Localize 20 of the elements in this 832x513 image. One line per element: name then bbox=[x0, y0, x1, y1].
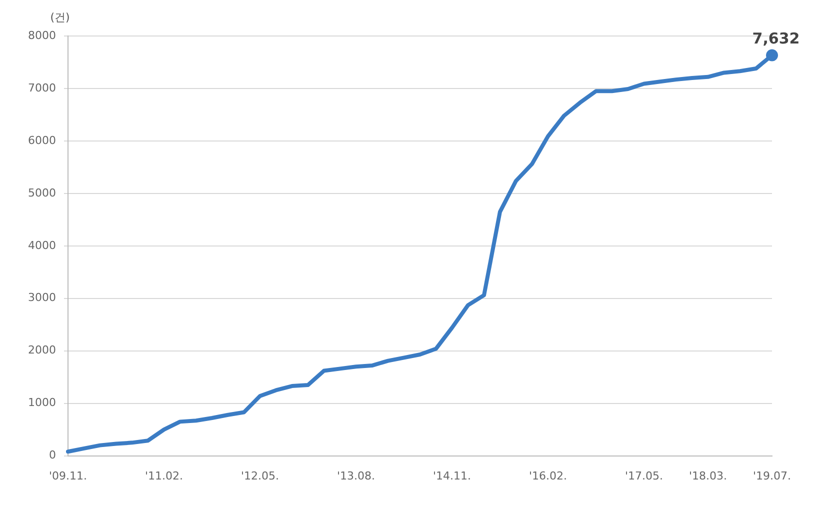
x-tick-label: '18.03. bbox=[688, 469, 728, 482]
x-tick-label: '16.02. bbox=[528, 469, 568, 482]
y-tick-label: 0 bbox=[48, 448, 56, 462]
x-tick-label: '12.05. bbox=[240, 469, 280, 482]
x-tick-label: '14.11. bbox=[432, 469, 472, 482]
y-tick-label: 2000 bbox=[28, 344, 56, 357]
y-tick-label: 4000 bbox=[28, 238, 56, 252]
x-tick-label: '13.08. bbox=[336, 469, 376, 482]
y-tick-label: 5000 bbox=[28, 186, 56, 200]
y-tick-label: 3000 bbox=[28, 291, 56, 304]
data-label: 7,632 bbox=[752, 30, 800, 48]
y-tick-label: 1000 bbox=[28, 396, 56, 410]
y-tick-label: 6000 bbox=[28, 134, 56, 147]
y-axis-title: (건) bbox=[50, 10, 70, 24]
y-tick-label: 7000 bbox=[28, 81, 56, 94]
x-tick-label: '09.11. bbox=[48, 469, 87, 482]
x-tick-label: '11.02. bbox=[144, 469, 184, 482]
x-tick-label: '19.07. bbox=[752, 469, 792, 482]
y-tick-label: 8000 bbox=[28, 28, 56, 42]
x-tick-label: '17.05. bbox=[624, 469, 664, 482]
